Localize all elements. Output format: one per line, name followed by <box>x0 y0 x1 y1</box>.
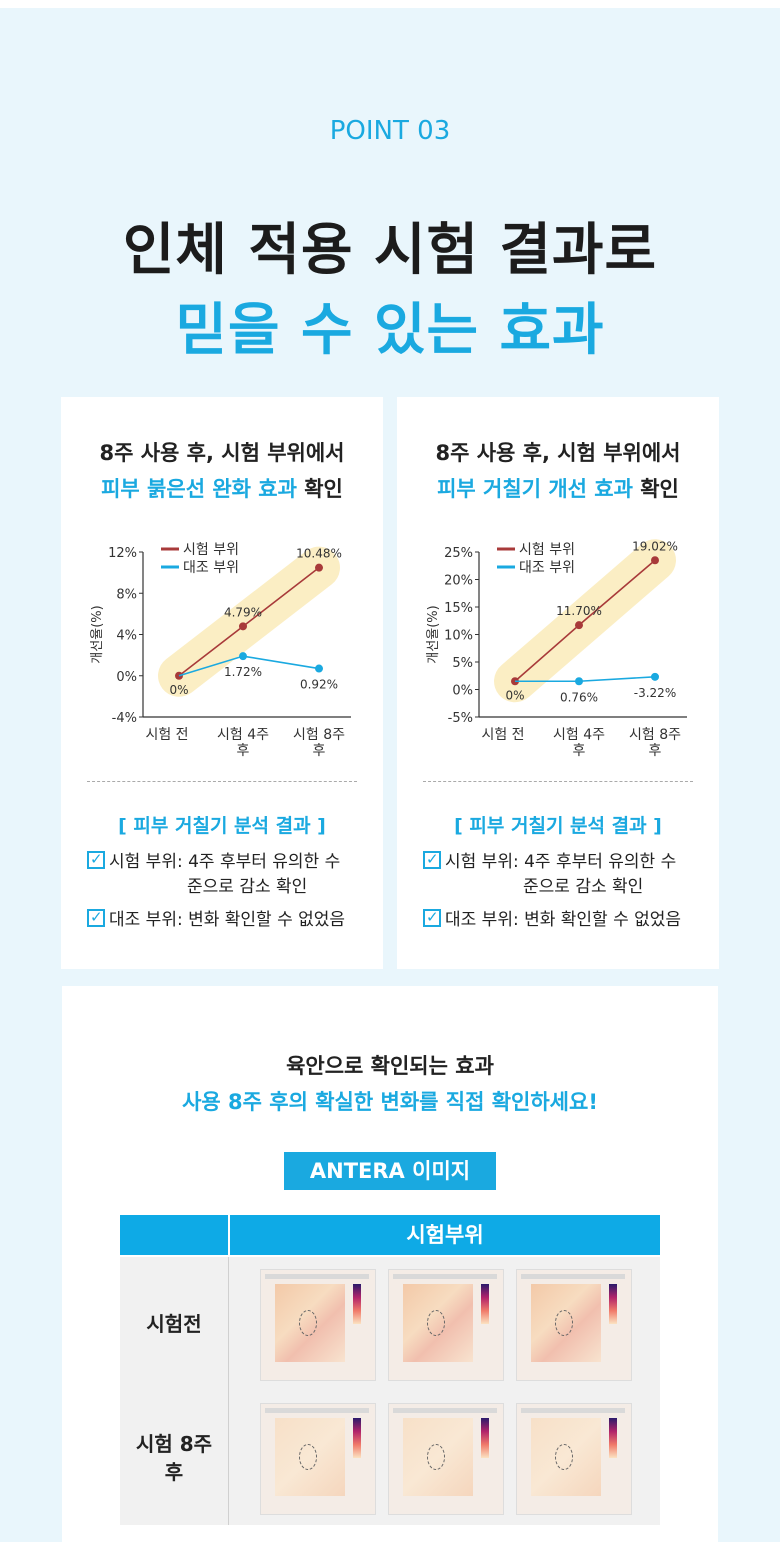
point-control <box>315 664 323 673</box>
card-title-suffix: 확인 <box>296 477 343 501</box>
x-tick-label: 시험 4주 <box>217 727 269 743</box>
x-tick-label: 시험 8주 <box>629 727 681 743</box>
data-label-test: 19.02% <box>632 539 678 553</box>
series-line-test <box>514 559 656 682</box>
antera-image <box>260 1269 376 1381</box>
checkbox-icon <box>423 905 441 930</box>
checkbox-icon <box>423 847 441 872</box>
divider <box>87 781 357 782</box>
result-card-roughness: 8주 사용 후, 시험 부위에서 피부 거칠기 개선 효과 확인 25% 20% 1… <box>397 397 719 969</box>
legend-label-test: 시험 부위 <box>183 542 239 558</box>
data-label-test: 0% <box>169 683 188 697</box>
y-tick-label: -5% <box>448 711 473 726</box>
data-label-test: 4.79% <box>224 605 262 619</box>
point-test <box>651 556 659 565</box>
check-text-b: 준으로 감소 확인 <box>187 877 308 897</box>
point-test <box>239 622 247 631</box>
point-control <box>575 677 583 686</box>
x-tick-label: 시험 8주 <box>293 727 345 743</box>
section-title: 사용 8주 후의 확실한 변화를 직접 확인하세요! <box>182 1090 598 1114</box>
y-axis-label: 개선율(%) <box>426 605 441 663</box>
section-subtitle: 육안으로 확인되는 효과 <box>286 1054 494 1078</box>
point-test <box>315 563 323 572</box>
x-tick-label: 후 <box>573 743 586 759</box>
card-title-line1: 8주 사용 후, 시험 부위에서 <box>99 441 345 465</box>
check-text: 대조 부위: 변화 확인할 수 없었음 <box>109 910 346 930</box>
antera-badge: ANTERA 이미지 <box>284 1152 496 1190</box>
data-label-control: 1.72% <box>224 665 262 679</box>
result-card-redness: 8주 사용 후, 시험 부위에서 피부 붉은선 완화 효과 확인 12% 8% 4%… <box>61 397 383 969</box>
divider <box>423 781 693 782</box>
x-tick-label: 후 <box>649 743 662 759</box>
x-tick-label: 시험 전 <box>481 727 524 743</box>
antera-image <box>388 1403 504 1515</box>
y-tick-label: 4% <box>116 629 137 644</box>
check-item-test: 시험 부위: 4주 후부터 유의한 수 준으로 감소 확인 <box>423 847 713 900</box>
analysis-title: [ 피부 거칠기 분석 결과 ] <box>454 815 662 837</box>
row-label: 시험 8주 후 <box>120 1391 229 1525</box>
check-text-a: 시험 부위: 4주 후부터 유의한 수 <box>445 852 677 872</box>
data-label-control: 0.76% <box>560 690 598 704</box>
series-line-test <box>178 567 320 677</box>
y-tick-label: 15% <box>444 601 473 616</box>
y-tick-label: 10% <box>444 629 473 644</box>
legend-label-control: 대조 부위 <box>183 560 239 576</box>
y-tick-label: 20% <box>444 574 473 589</box>
y-tick-label: 8% <box>116 587 137 602</box>
antera-image <box>516 1269 632 1381</box>
point-control <box>651 672 659 681</box>
data-label-control: 0.92% <box>300 678 338 692</box>
antera-image <box>388 1269 504 1381</box>
headline-line2: 믿을 수 있는 효과 <box>175 298 605 363</box>
table-row-after: 시험 8주 후 <box>120 1391 660 1525</box>
antera-image <box>516 1403 632 1515</box>
top-strip <box>0 0 780 8</box>
check-text-b: 준으로 감소 확인 <box>523 877 644 897</box>
y-axis-label: 개선율(%) <box>90 605 105 663</box>
y-tick-label: 12% <box>108 546 137 561</box>
visual-result-section: 육안으로 확인되는 효과 사용 8주 후의 확실한 변화를 직접 확인하세요! … <box>62 986 718 1542</box>
card-title-suffix: 확인 <box>632 477 679 501</box>
card-title-highlight: 피부 거칠기 개선 효과 <box>437 477 633 501</box>
x-tick-label: 시험 전 <box>145 727 188 743</box>
check-item-control: 대조 부위: 변화 확인할 수 없었음 <box>87 905 377 933</box>
y-tick-label: 0% <box>452 684 473 699</box>
x-tick-label: 후 <box>313 743 326 759</box>
data-label-test: 10.48% <box>296 547 342 561</box>
point-test <box>575 621 583 630</box>
card-title-highlight: 피부 붉은선 완화 효과 <box>101 477 297 501</box>
data-label-test: 0% <box>505 688 524 702</box>
legend-label-control: 대조 부위 <box>519 560 575 576</box>
data-label-control: -3.22% <box>634 686 676 700</box>
headline-line1: 인체 적용 시험 결과로 <box>122 218 658 283</box>
y-tick-label: -4% <box>112 711 137 726</box>
card-title-line2: 피부 붉은선 완화 효과 확인 <box>61 473 383 503</box>
antera-image <box>260 1403 376 1515</box>
legend-label-test: 시험 부위 <box>519 542 575 558</box>
y-tick-label: 25% <box>444 546 473 561</box>
checkbox-icon <box>87 847 105 872</box>
check-item-test: 시험 부위: 4주 후부터 유의한 수 준으로 감소 확인 <box>87 847 377 900</box>
table-header: 시험부위 <box>230 1215 660 1255</box>
card-title-line1: 8주 사용 후, 시험 부위에서 <box>435 441 681 465</box>
table-row-before: 시험전 <box>120 1257 660 1391</box>
x-tick-label: 후 <box>237 743 250 759</box>
checkbox-icon <box>87 905 105 930</box>
analysis-title: [ 피부 거칠기 분석 결과 ] <box>118 815 326 837</box>
x-tick-label: 시험 4주 <box>553 727 605 743</box>
row-label: 시험전 <box>120 1257 229 1391</box>
point-label: POINT 03 <box>329 116 451 146</box>
table-corner <box>120 1215 228 1255</box>
check-text-a: 시험 부위: 4주 후부터 유의한 수 <box>109 852 341 872</box>
y-tick-label: 0% <box>116 670 137 685</box>
check-item-control: 대조 부위: 변화 확인할 수 없었음 <box>423 905 713 933</box>
data-label-test: 11.70% <box>556 604 602 618</box>
y-tick-label: 5% <box>452 656 473 671</box>
point-control <box>239 652 247 661</box>
check-text: 대조 부위: 변화 확인할 수 없었음 <box>445 910 682 930</box>
card-title-line2: 피부 거칠기 개선 효과 확인 <box>397 473 719 503</box>
